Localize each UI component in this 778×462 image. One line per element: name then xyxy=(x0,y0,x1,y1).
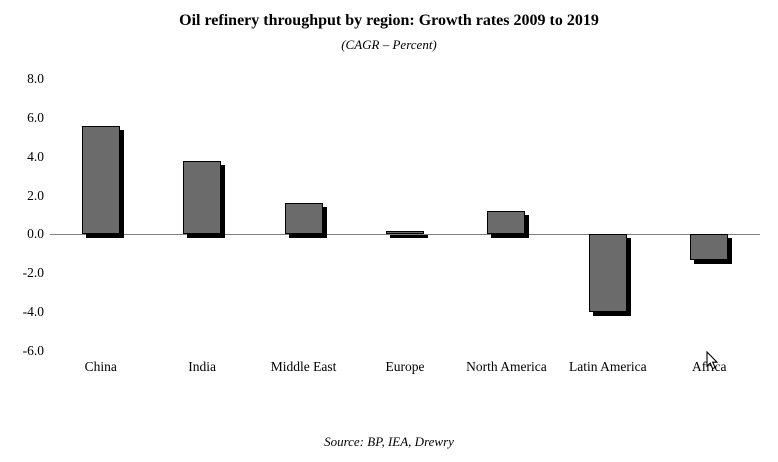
y-tick-label: 8.0 xyxy=(27,71,44,86)
y-tick-label: -2.0 xyxy=(22,265,44,281)
plot-area xyxy=(50,79,760,351)
y-tick-label: 2.0 xyxy=(27,187,44,203)
source-note: Source: BP, IEA, Drewry xyxy=(324,434,454,449)
y-tick-label: 6.0 xyxy=(27,109,44,125)
x-category-label: India xyxy=(188,359,216,374)
y-axis: 8.0 6.0 4.0 2.0 0.0 -2.0 -4.0 -6.0 xyxy=(6,71,50,358)
chart-subtitle: (CAGR – Percent) xyxy=(341,37,437,52)
bar-latin-america[interactable] xyxy=(588,234,627,313)
y-tick-label: 0.0 xyxy=(27,226,44,242)
x-category-label: North America xyxy=(466,359,547,374)
plot-wrapper: China India Middle East Europe North America… xyxy=(50,79,760,376)
chart-title: Oil refinery throughput by region: Growt… xyxy=(179,12,599,29)
x-category-label: Europe xyxy=(385,359,425,374)
x-category-label: China xyxy=(84,359,117,374)
bar-india[interactable] xyxy=(183,160,222,235)
y-tick-label: -6.0 xyxy=(22,343,44,358)
zero-axis-line xyxy=(50,234,760,236)
bar-north-america[interactable] xyxy=(487,211,526,235)
bar-chart: 8.0 6.0 4.0 2.0 0.0 -2.0 -4.0 -6.0 China India Mi… xyxy=(6,71,760,376)
bar-europe[interactable] xyxy=(386,230,424,235)
y-tick-label: -4.0 xyxy=(22,304,44,320)
x-axis-labels: China India Middle East Europe North America… xyxy=(50,358,760,376)
x-category-label: Latin America xyxy=(569,359,647,374)
bar-middle-east[interactable] xyxy=(284,203,323,235)
x-category-label: Middle East xyxy=(270,359,337,374)
bar-africa[interactable] xyxy=(690,234,729,260)
mouse-cursor-icon xyxy=(706,351,719,370)
bar-china[interactable] xyxy=(81,125,120,235)
y-tick-label: 4.0 xyxy=(27,148,44,164)
